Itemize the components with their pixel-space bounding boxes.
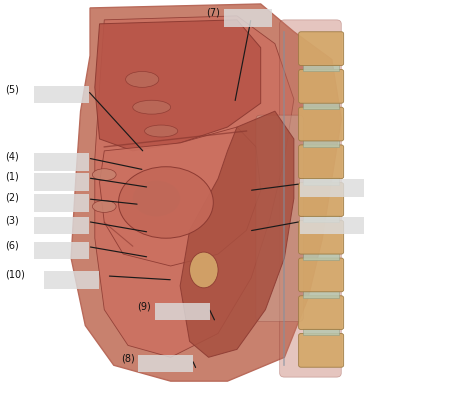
FancyBboxPatch shape bbox=[299, 296, 344, 330]
FancyBboxPatch shape bbox=[299, 333, 344, 367]
FancyBboxPatch shape bbox=[34, 86, 89, 103]
FancyBboxPatch shape bbox=[256, 115, 303, 322]
Text: (10): (10) bbox=[5, 270, 25, 280]
FancyBboxPatch shape bbox=[299, 32, 344, 66]
FancyBboxPatch shape bbox=[299, 69, 344, 103]
FancyBboxPatch shape bbox=[44, 271, 99, 289]
FancyBboxPatch shape bbox=[303, 64, 339, 71]
FancyBboxPatch shape bbox=[303, 102, 339, 109]
Text: (4): (4) bbox=[5, 152, 18, 162]
FancyBboxPatch shape bbox=[299, 220, 344, 254]
FancyBboxPatch shape bbox=[299, 183, 344, 216]
Text: (3): (3) bbox=[5, 215, 18, 225]
FancyBboxPatch shape bbox=[224, 9, 272, 27]
Ellipse shape bbox=[190, 252, 218, 288]
FancyBboxPatch shape bbox=[34, 153, 89, 171]
Ellipse shape bbox=[92, 169, 116, 181]
Ellipse shape bbox=[92, 200, 116, 212]
Polygon shape bbox=[71, 4, 341, 381]
FancyBboxPatch shape bbox=[299, 258, 344, 292]
FancyBboxPatch shape bbox=[303, 253, 339, 260]
FancyBboxPatch shape bbox=[299, 107, 344, 141]
FancyBboxPatch shape bbox=[303, 328, 339, 335]
FancyBboxPatch shape bbox=[303, 140, 339, 147]
FancyBboxPatch shape bbox=[34, 194, 89, 212]
Ellipse shape bbox=[118, 167, 213, 238]
Text: (7): (7) bbox=[206, 8, 220, 18]
FancyBboxPatch shape bbox=[303, 215, 339, 222]
Polygon shape bbox=[100, 127, 261, 266]
FancyBboxPatch shape bbox=[300, 217, 364, 234]
Polygon shape bbox=[180, 111, 294, 357]
FancyBboxPatch shape bbox=[303, 177, 339, 185]
Ellipse shape bbox=[145, 125, 178, 137]
FancyBboxPatch shape bbox=[138, 355, 193, 372]
Polygon shape bbox=[95, 16, 294, 357]
Text: (6): (6) bbox=[5, 240, 18, 251]
Text: (5): (5) bbox=[5, 84, 18, 94]
FancyBboxPatch shape bbox=[300, 179, 364, 197]
Ellipse shape bbox=[133, 181, 180, 216]
Text: (8): (8) bbox=[121, 353, 135, 363]
FancyBboxPatch shape bbox=[34, 242, 89, 259]
Polygon shape bbox=[95, 20, 261, 151]
Ellipse shape bbox=[133, 100, 171, 114]
FancyBboxPatch shape bbox=[34, 217, 89, 234]
FancyBboxPatch shape bbox=[299, 145, 344, 179]
FancyBboxPatch shape bbox=[303, 291, 339, 298]
FancyBboxPatch shape bbox=[155, 303, 210, 320]
FancyBboxPatch shape bbox=[34, 173, 89, 191]
Ellipse shape bbox=[126, 71, 159, 87]
Text: (2): (2) bbox=[5, 193, 18, 203]
Text: (9): (9) bbox=[137, 301, 151, 312]
Text: (1): (1) bbox=[5, 172, 18, 182]
FancyBboxPatch shape bbox=[280, 20, 341, 377]
